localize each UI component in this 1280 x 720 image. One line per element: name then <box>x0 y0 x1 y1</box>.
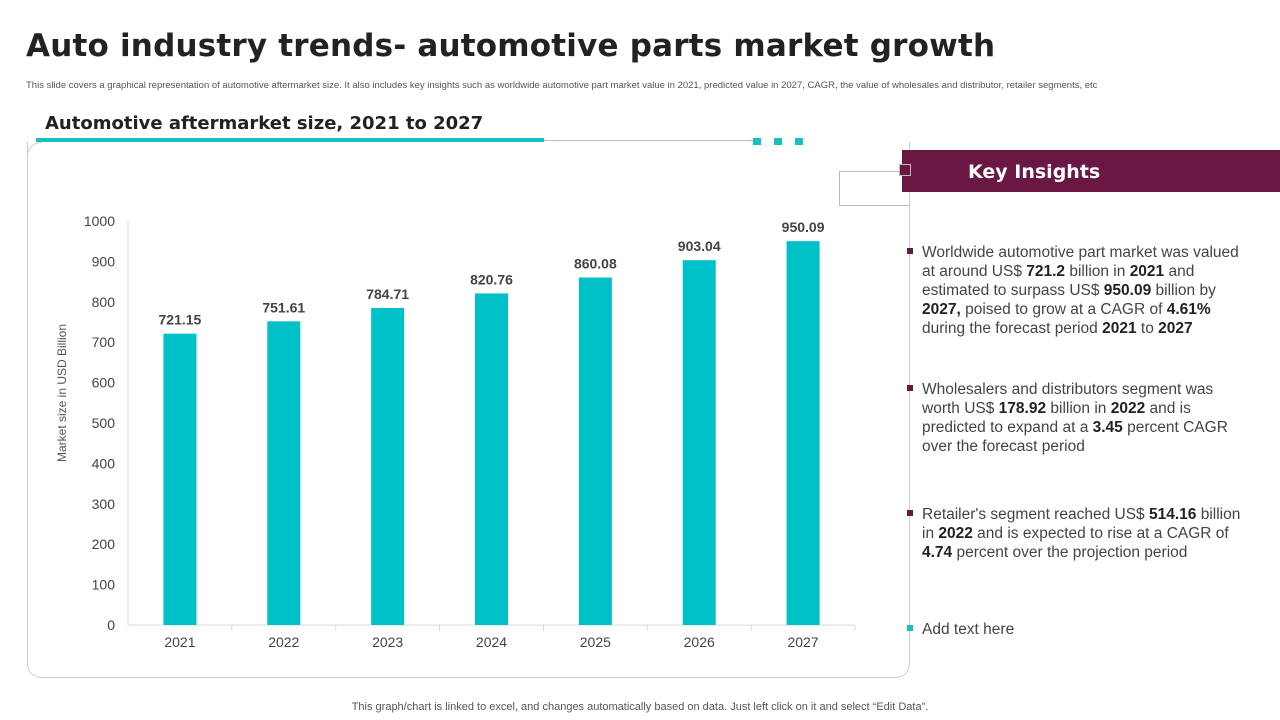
connector-line <box>839 171 840 205</box>
bar-chart[interactable]: 0 100 200 300 400 500 600 700 800 900 1000 721.15 20… <box>0 0 910 680</box>
key-insights-title: Key Insights <box>968 161 1101 183</box>
insight-text: billion in <box>1046 400 1111 417</box>
insight-text: 178.92 <box>998 400 1047 417</box>
bar-2021 <box>163 333 197 625</box>
insight-text: billion in <box>1065 263 1130 280</box>
data-label: 751.61 <box>262 299 305 315</box>
bullet-icon <box>907 625 913 631</box>
y-tick-label: 900 <box>92 253 116 269</box>
data-label: 721.15 <box>159 312 202 328</box>
data-label: 784.71 <box>366 286 409 302</box>
decor-dot <box>753 138 761 145</box>
bar-2023 <box>371 307 405 625</box>
insight-text: Wholesalers and distributors segment was… <box>922 381 1214 417</box>
insight-text: 4.61% <box>1166 301 1211 318</box>
insight-text: Worldwide automotive part market was val… <box>922 244 1239 280</box>
bar-2024 <box>475 293 508 625</box>
key-insights-header <box>902 150 1280 192</box>
insight-item: Wholesalers and distributors segment was… <box>922 380 1252 456</box>
decor-dot <box>795 138 803 145</box>
insight-text: and is predicted to expand at a <box>922 400 1191 436</box>
y-tick-label: 400 <box>92 455 116 471</box>
insight-text: and is expected to rise at a CAGR of <box>972 525 1229 542</box>
insight-text: 2022 <box>1110 400 1146 417</box>
insight-text: 2021 <box>1102 320 1137 337</box>
data-label: 950.09 <box>782 219 825 235</box>
y-tick-label: 800 <box>92 294 116 310</box>
y-tick-label: 100 <box>92 577 116 593</box>
x-tick-label: 2021 <box>164 634 195 650</box>
bar-2025 <box>578 277 612 625</box>
insight-item: Add text here <box>922 620 1252 639</box>
connector-line <box>839 171 899 172</box>
decor-dot <box>774 138 782 145</box>
insight-text: to <box>1136 320 1159 337</box>
bar-2026 <box>682 260 716 625</box>
insight-text: billion in <box>922 506 1241 542</box>
y-tick-label: 300 <box>92 496 116 512</box>
insight-text: 950.09 <box>1103 282 1152 299</box>
y-axis-title: Market size in USD Billion <box>55 324 69 462</box>
chart-frame <box>27 142 910 678</box>
bullet-icon <box>907 385 913 391</box>
insight-text: 3.45 <box>1092 419 1123 436</box>
connector-line <box>839 205 910 206</box>
key-insights-marker <box>899 164 911 176</box>
insight-text: Retailer's segment reached US$ <box>922 506 1149 523</box>
insight-text: billion by <box>1151 282 1216 299</box>
insight-text: 2022 <box>938 525 973 542</box>
y-tick-label: 500 <box>92 415 116 431</box>
y-tick-label: 0 <box>107 617 115 633</box>
x-tick-label: 2022 <box>268 634 299 650</box>
insight-text: poised to grow at a CAGR of <box>960 301 1167 318</box>
x-tick-label: 2025 <box>580 634 611 650</box>
page-subtitle: This slide covers a graphical representa… <box>26 80 1098 91</box>
y-tick-label: 600 <box>92 375 116 391</box>
insight-text: 2027, <box>922 301 961 318</box>
insight-text: percent CAGR over the forecast period <box>922 419 1228 455</box>
insight-item: Worldwide automotive part market was val… <box>922 243 1252 338</box>
y-tick-label: 1000 <box>84 213 115 229</box>
insight-text: Add text here <box>922 621 1015 638</box>
insight-text: 2027 <box>1158 320 1193 337</box>
divider <box>544 140 754 141</box>
page-title: Auto industry trends- automotive parts m… <box>26 28 996 64</box>
heading-underline <box>36 138 544 142</box>
x-tick-label: 2026 <box>684 634 715 650</box>
insight-text: 514.16 <box>1148 506 1197 523</box>
insight-text: 721.2 <box>1026 263 1066 280</box>
insight-item: Retailer's segment reached US$ 514.16 bi… <box>922 505 1252 562</box>
x-tick-label: 2024 <box>476 634 507 650</box>
insight-text: 2021 <box>1129 263 1165 280</box>
bar-2027 <box>786 241 820 625</box>
insight-text: percent over the projection period <box>952 544 1188 561</box>
data-label: 860.08 <box>574 256 617 272</box>
bar-2022 <box>267 321 301 625</box>
x-tick-label: 2027 <box>787 634 818 650</box>
insight-text: during the forecast period <box>922 320 1103 337</box>
insight-text: 4.74 <box>922 544 953 561</box>
y-tick-label: 700 <box>92 334 116 350</box>
y-tick-label: 200 <box>92 536 116 552</box>
data-label: 820.76 <box>470 271 513 287</box>
chart-heading: Automotive aftermarket size, 2021 to 202… <box>45 113 484 134</box>
footer-note: This graph/chart is linked to excel, and… <box>351 701 929 713</box>
bullet-icon <box>907 248 913 254</box>
x-tick-label: 2023 <box>372 634 403 650</box>
insight-text: and estimated to surpass US$ <box>922 263 1195 299</box>
bullet-icon <box>907 510 913 516</box>
data-label: 903.04 <box>678 238 721 254</box>
